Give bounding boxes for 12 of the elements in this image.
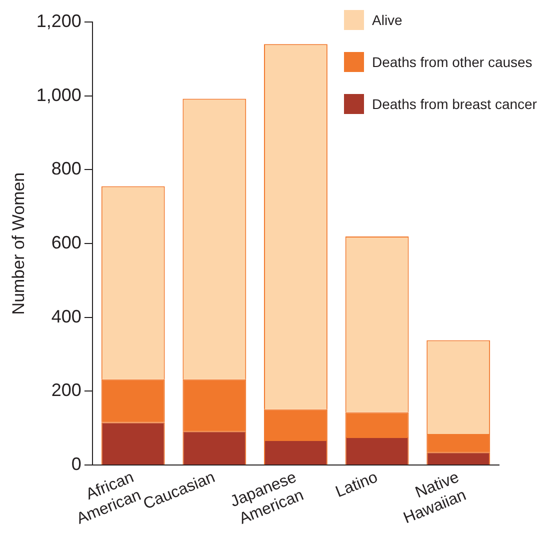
y-tick-label: 600 — [51, 232, 82, 253]
legend-label: Alive — [372, 12, 403, 28]
y-tick-label: 800 — [51, 158, 82, 179]
y-tick-label: 1,200 — [36, 10, 82, 31]
y-axis-title: Number of Women — [8, 172, 28, 315]
legend-label: Deaths from breast cancer — [372, 96, 538, 112]
y-tick-label: 0 — [71, 454, 82, 474]
y-tick-label: 200 — [51, 380, 82, 400]
y-tick-label: 1,000 — [36, 84, 82, 105]
x-tick-label: Latino — [333, 468, 380, 502]
legend-label: Deaths from other causes — [372, 54, 532, 70]
y-tick-label: 400 — [51, 306, 82, 326]
